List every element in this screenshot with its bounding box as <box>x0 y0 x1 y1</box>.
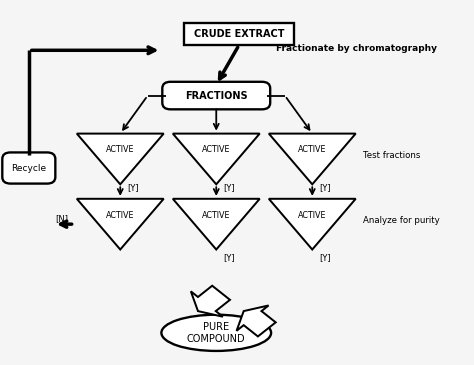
Text: Fractionate by chromatography: Fractionate by chromatography <box>276 44 437 53</box>
Text: PURE
COMPOUND: PURE COMPOUND <box>187 322 246 344</box>
Ellipse shape <box>161 315 271 351</box>
Text: [Y]: [Y] <box>127 184 139 192</box>
FancyBboxPatch shape <box>2 153 55 184</box>
Text: CRUDE EXTRACT: CRUDE EXTRACT <box>194 29 284 39</box>
Text: ACTIVE: ACTIVE <box>298 211 327 219</box>
Text: ACTIVE: ACTIVE <box>298 145 327 154</box>
Polygon shape <box>191 286 230 317</box>
Text: Test fractions: Test fractions <box>363 151 420 160</box>
Text: Recycle: Recycle <box>11 164 46 173</box>
Text: ACTIVE: ACTIVE <box>202 145 230 154</box>
Text: ACTIVE: ACTIVE <box>106 211 135 219</box>
Text: [N]: [N] <box>55 214 68 223</box>
Bar <box>184 23 294 45</box>
Text: FRACTIONS: FRACTIONS <box>185 91 247 101</box>
Polygon shape <box>237 306 276 337</box>
Text: [Y]: [Y] <box>319 184 331 192</box>
Polygon shape <box>269 134 356 184</box>
Polygon shape <box>77 134 164 184</box>
Polygon shape <box>173 134 260 184</box>
Polygon shape <box>173 199 260 250</box>
Text: [Y]: [Y] <box>223 253 235 262</box>
Polygon shape <box>269 199 356 250</box>
Text: Analyze for purity: Analyze for purity <box>363 216 439 225</box>
Text: ACTIVE: ACTIVE <box>106 145 135 154</box>
Polygon shape <box>77 199 164 250</box>
Text: [Y]: [Y] <box>319 253 331 262</box>
Text: ACTIVE: ACTIVE <box>202 211 230 219</box>
FancyBboxPatch shape <box>162 82 270 110</box>
Text: [Y]: [Y] <box>223 184 235 192</box>
